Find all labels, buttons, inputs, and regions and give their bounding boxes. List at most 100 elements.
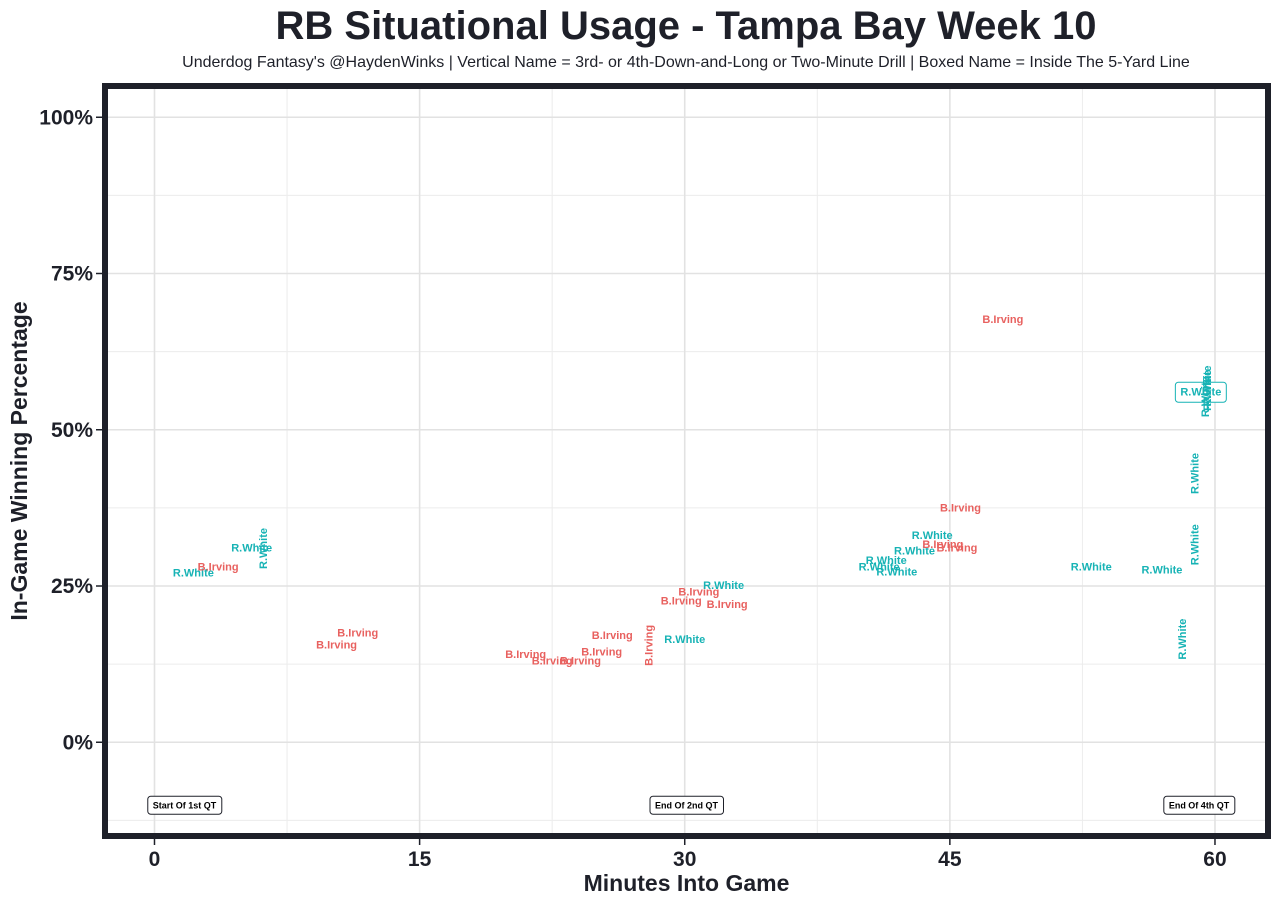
point-label: B.Irving [661,596,702,608]
quarter-marker-label: End Of 2nd QT [655,800,718,810]
grid [105,86,1268,836]
point-label: R.White [1180,386,1221,398]
data-point-r-white: R.White [1202,370,1214,411]
plot-frame [102,83,1271,839]
data-point-r-white: R.White [173,568,214,580]
data-point-b-irving: B.Irving [643,625,655,666]
point-label: R.White [703,580,744,592]
point-label: B.Irving [922,539,963,551]
x-axis-title: Minutes Into Game [584,870,790,896]
data-point-b-irving: B.Irving [337,628,378,640]
point-label: R.White [894,546,935,558]
data-point-b-irving: B.Irving [505,649,546,661]
point-label: B.Irving [316,639,357,651]
data-point-r-white: R.White [866,555,907,567]
data-point-r-white: R.White [894,546,935,558]
data-point-r-white: R.White [876,566,917,578]
data-point-b-irving: B.Irving [581,646,622,658]
quarter-marker: End Of 4th QT [1163,795,1236,815]
point-label: R.White [1071,561,1112,573]
point-label: R.White [859,561,900,573]
chart-subtitle: Underdog Fantasy's @HaydenWinks | Vertic… [182,54,1190,71]
point-label: R.White [1190,453,1202,494]
point-label: B.Irving [940,503,981,515]
point-label: R.White [1202,366,1214,407]
point-label: R.White [1177,619,1189,660]
data-point-r-white: R.White [1190,453,1202,494]
point-label: B.Irving [678,586,719,598]
data-point-r-white: R.White [1071,561,1112,573]
data-point-r-white: R.White [1174,381,1227,403]
quarter-marker-label: Start Of 1st QT [153,800,217,810]
point-label: B.Irving [505,649,546,661]
point-label: R.White [258,528,270,569]
y-tick-label: 100% [39,106,93,129]
quarter-markers: Start Of 1st QT End Of 2nd QT End Of 4th Q… [147,795,1236,815]
x-tick-label: 60 [1203,848,1226,871]
y-tick-label: 0% [63,731,94,754]
quarter-marker-box [1163,795,1236,815]
quarter-marker-label: End Of 4th QT [1169,800,1230,810]
y-tick-label: 25% [51,575,93,598]
data-point-r-white: R.White [1177,619,1189,660]
data-point-b-irving: B.Irving [592,630,633,642]
point-label: R.White [1202,370,1214,411]
quarter-marker: End Of 2nd QT [649,795,724,815]
point-label: R.White [664,634,705,646]
data-point-b-irving: B.Irving [661,596,702,608]
data-point-r-white: R.White [231,543,272,555]
data-point-b-irving: B.Irving [922,539,963,551]
data-point-b-irving: B.Irving [936,543,977,555]
point-label: R.White [912,530,953,542]
quarter-marker: Start Of 1st QT [147,795,223,815]
x-tick-label: 30 [673,848,696,871]
data-point-b-irving: B.Irving [560,656,601,668]
x-tick-label: 15 [408,848,432,871]
y-axis-title: In-Game Winning Percentage [6,301,32,620]
point-label: B.Irving [532,656,573,668]
data-point-b-irving: B.Irving [707,599,748,611]
point-label: B.Irving [337,628,378,640]
point-label-box [1174,381,1227,403]
data-point-r-white: R.White [912,530,953,542]
chart-title: RB Situational Usage - Tampa Bay Week 10 [275,4,1097,48]
point-label: R.White [1200,376,1212,417]
x-tick-label: 0 [149,848,161,871]
point-label: R.White [173,568,214,580]
point-label: B.Irving [936,543,977,555]
data-point-r-white: R.White [1190,524,1202,565]
data-point-r-white: R.White [1141,564,1182,576]
point-label: B.Irving [643,625,655,666]
point-label: R.White [1141,564,1182,576]
data-points: R.WhiteB.IrvingR.WhiteR.WhiteB.IrvingB.I… [173,314,1227,668]
point-label: R.White [1190,524,1202,565]
data-point-r-white: R.White [1202,366,1214,407]
data-point-b-irving: B.Irving [198,561,239,573]
point-label: R.White [231,543,272,555]
y-tick-label: 50% [51,419,93,442]
point-label: B.Irving [707,599,748,611]
data-point-b-irving: B.Irving [678,586,719,598]
axis-ticks: 0 15 30 45 60 0% 25% 50% 75% 100% [39,106,1226,871]
point-label: B.Irving [581,646,622,658]
data-point-r-white: R.White [703,580,744,592]
x-tick-label: 45 [938,848,962,871]
data-point-b-irving: B.Irving [940,503,981,515]
point-label: R.White [876,566,917,578]
point-label: B.Irving [198,561,239,573]
data-point-r-white: R.White [1200,376,1212,417]
point-label: B.Irving [982,314,1023,326]
point-label: R.White [866,555,907,567]
data-point-b-irving: B.Irving [532,656,573,668]
quarter-marker-box [147,795,223,815]
quarter-marker-box [649,795,724,815]
data-point-r-white: R.White [859,561,900,573]
data-point-r-white: R.White [664,634,705,646]
point-label: B.Irving [592,630,633,642]
data-point-b-irving: B.Irving [982,314,1023,326]
point-label: B.Irving [560,656,601,668]
data-point-b-irving: B.Irving [316,639,357,651]
data-point-r-white: R.White [258,528,270,569]
y-tick-label: 75% [51,263,93,286]
